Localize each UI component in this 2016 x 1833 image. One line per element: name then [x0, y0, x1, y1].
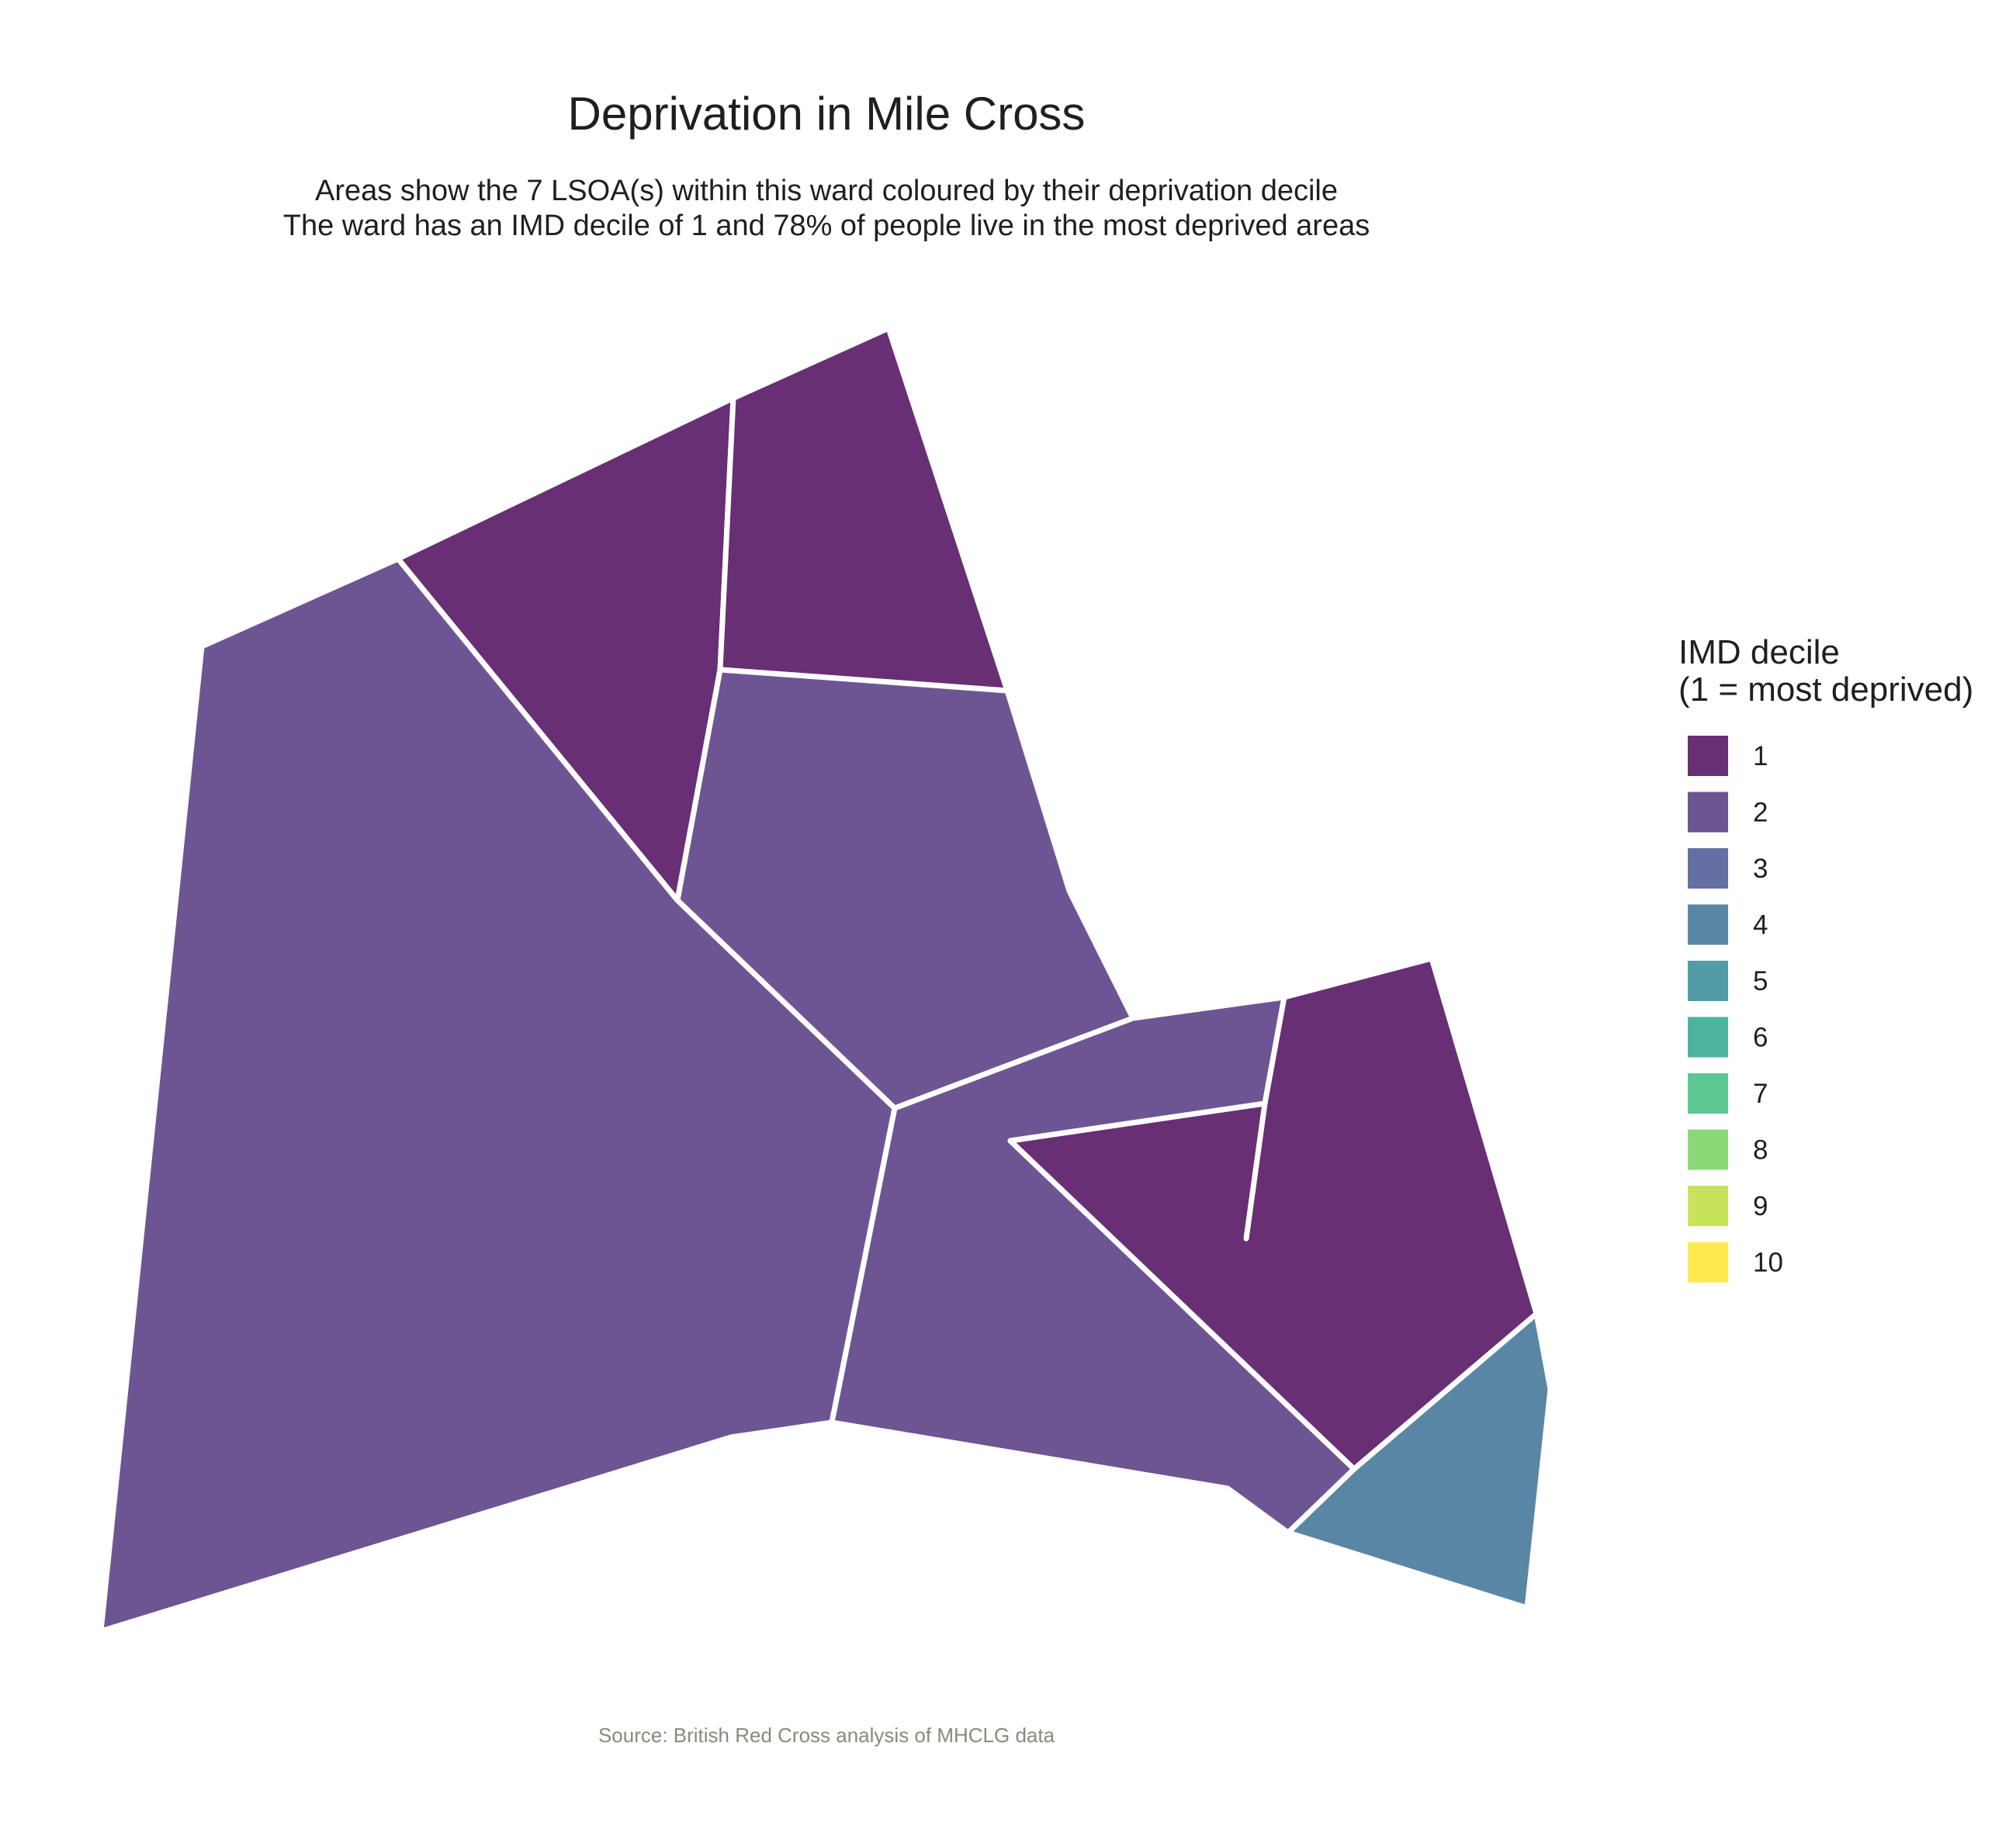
legend-items: 1 2 3 4 5 6 7 8 9 10: [1688, 736, 1783, 1283]
map-title: Deprivation in Mile Cross: [568, 88, 1086, 140]
legend-title-line-2: (1 = most deprived): [1678, 670, 1973, 709]
legend-label-6: 6: [1753, 1023, 1768, 1053]
legend-label-4: 4: [1753, 910, 1768, 941]
legend-label-9: 9: [1753, 1191, 1768, 1221]
legend-label-3: 3: [1753, 854, 1768, 884]
legend-swatch-8: [1688, 1129, 1728, 1170]
map-subtitle-line-1: Areas show the 7 LSOA(s) within this war…: [315, 175, 1338, 207]
map-caption: Source: British Red Cross analysis of MH…: [598, 1724, 1055, 1747]
legend-swatch-2: [1688, 792, 1728, 833]
map-subtitle-line-2: The ward has an IMD decile of 1 and 78% …: [283, 210, 1370, 242]
legend-swatch-9: [1688, 1186, 1728, 1226]
legend-label-8: 8: [1753, 1135, 1768, 1166]
legend-label-2: 2: [1753, 798, 1768, 828]
lsoa-south-east: [1285, 1311, 1554, 1611]
legend-title-line-1: IMD decile: [1678, 633, 1840, 671]
legend-swatch-10: [1688, 1242, 1728, 1283]
legend-swatch-4: [1688, 904, 1728, 945]
legend-label-7: 7: [1753, 1079, 1768, 1109]
legend-swatch-3: [1688, 848, 1728, 889]
legend-label-10: 10: [1753, 1248, 1783, 1278]
legend-label-1: 1: [1753, 741, 1768, 771]
legend-swatch-5: [1688, 961, 1728, 1001]
legend-swatch-7: [1688, 1073, 1728, 1114]
legend-label-5: 5: [1753, 966, 1768, 996]
legend-swatch-1: [1688, 736, 1728, 776]
lsoa-north: [717, 325, 1010, 694]
legend-swatch-6: [1688, 1017, 1728, 1058]
inner-boundary-stub: [1243, 1100, 1268, 1242]
map-areas: [98, 325, 1554, 1634]
legend: IMD decile (1 = most deprived) 1 2 3 4 5 6 7 8 9…: [1678, 633, 1973, 1283]
